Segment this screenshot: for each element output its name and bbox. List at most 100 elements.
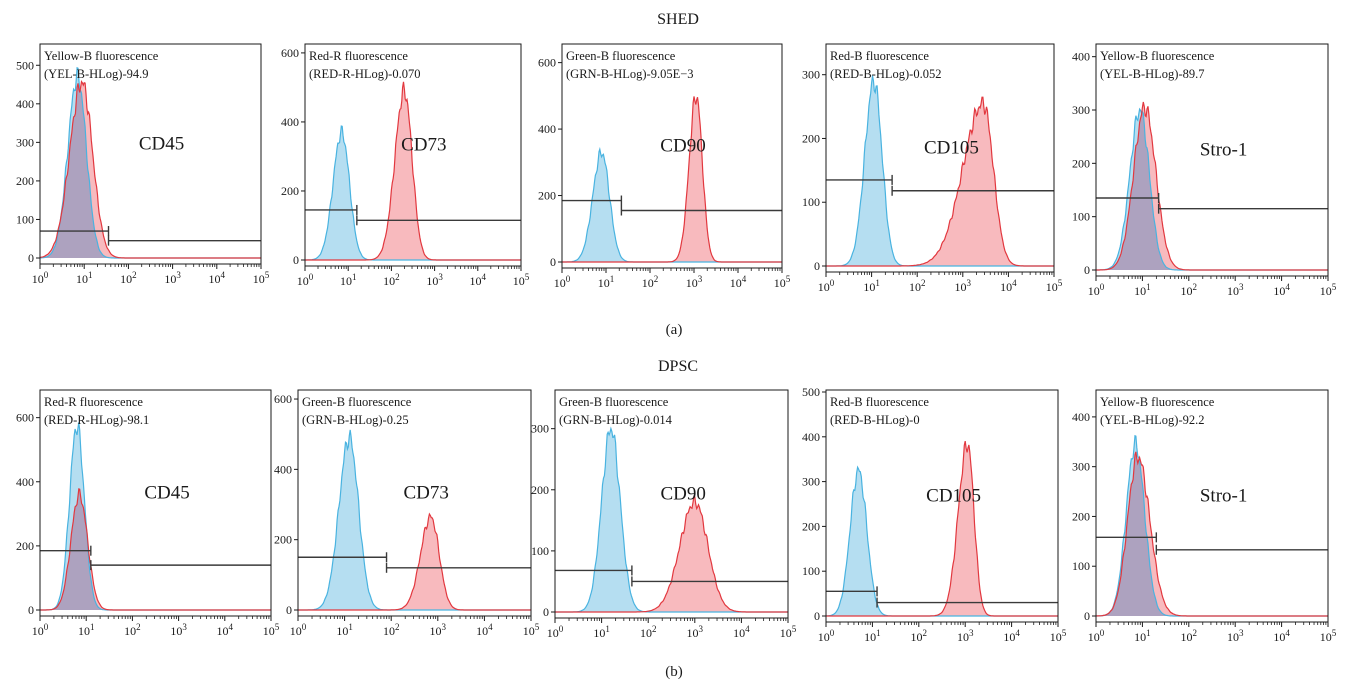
plot-frame [1095,43,1329,277]
channel-value: (RED-B-HLog)-0 [830,413,920,427]
marker-label: Stro-1 [1200,485,1248,506]
y-tick-label: 0 [814,259,820,273]
y-tick-label: 400 [281,115,299,129]
x-tick-label: 103 [686,274,703,290]
y-tick-label: 400 [16,475,34,489]
y-tick-label: 0 [543,605,549,619]
y-tick-label: 600 [538,56,556,70]
plot-frame [554,389,789,619]
plot-frame [304,43,522,267]
x-tick-label: 104 [476,622,493,638]
marker-stained-curve [305,81,521,261]
marker-label: CD45 [144,482,189,503]
marker-stained-curve [40,80,261,259]
channel-value: (YEL-B-HLog)-92.2 [1100,413,1205,427]
channel-label: Red-B fluorescence [830,395,929,409]
y-tick-label: 100 [802,195,820,209]
y-tick-label: 0 [286,603,292,617]
histogram-panel-dpsc-stro-1: 0 100 200 300 400 100 101 102 103 104 105 Yellow-B … [1072,389,1337,644]
x-tick-label: 104 [1000,278,1017,294]
x-tick-label: 104 [733,624,750,640]
x-tick-label: 100 [547,624,564,640]
x-tick-label: 104 [470,272,487,288]
channel-label: Green-B fluorescence [302,395,412,409]
marker-label: CD45 [139,134,184,155]
channel-value: (YEL-B-HLog)-94.9 [44,67,149,81]
marker-stained-curve [1096,101,1328,271]
marker-label: CD73 [401,135,446,156]
marker-label: CD90 [660,483,705,504]
x-tick-label: 105 [1050,628,1067,644]
y-tick-label: 600 [16,411,34,425]
x-tick-label: 102 [383,272,400,288]
x-tick-label: 105 [513,272,530,288]
x-tick-label: 101 [598,274,615,290]
plot-area [298,429,531,611]
y-tick-label: 200 [531,483,549,497]
x-tick-label: 103 [1227,282,1244,298]
marker-label: CD105 [924,137,979,158]
overlap-fill [1096,451,1328,616]
y-tick-label: 400 [16,97,34,111]
y-tick-label: 0 [28,603,34,617]
x-tick-label: 102 [640,624,657,640]
x-tick-label: 102 [642,274,659,290]
channel-label: Green-B fluorescence [566,49,676,63]
x-tick-label: 100 [1088,282,1105,298]
x-tick-label: 100 [818,278,835,294]
overlap-fill [40,488,271,610]
channel-value: (GRN-B-HLog)-0.25 [302,413,409,427]
plot-area [555,426,788,613]
x-tick-label: 104 [209,270,226,286]
plot-area [40,66,261,259]
y-tick-label: 400 [274,462,292,476]
unstained-control-fill [555,428,788,612]
y-tick-label: 0 [550,255,556,269]
plot-frame [1095,389,1329,623]
x-tick-label: 104 [730,274,747,290]
y-tick-label: 0 [1084,263,1090,277]
x-tick-label: 101 [1134,282,1151,298]
y-tick-label: 300 [531,422,549,436]
channel-value: (RED-R-HLog)-98.1 [44,413,149,427]
x-tick-label: 100 [32,622,49,638]
channel-value: (GRN-B-HLog)-9.05E−3 [566,67,694,81]
plot-area [826,75,1054,267]
unstained-control-fill [826,75,1054,266]
x-tick-label: 100 [290,622,307,638]
row-caption-b: (b) [665,664,683,680]
plot-area [305,81,521,261]
y-tick-label: 200 [538,189,556,203]
y-tick-label: 100 [802,564,820,578]
x-tick-label: 101 [1134,628,1151,644]
channel-label: Red-B fluorescence [830,49,929,63]
x-tick-label: 102 [1181,628,1198,644]
unstained-control-fill [562,149,782,262]
marker-stained-curve [826,440,1058,617]
histogram-panel-dpsc-cd105: 0 100 200 300 400 500 100 101 102 103 104 105 Red-B … [802,385,1067,644]
y-tick-label: 400 [1072,410,1090,424]
y-tick-label: 200 [16,539,34,553]
row-caption-a: (a) [666,322,683,338]
unstained-control-fill [305,126,521,260]
y-tick-label: 200 [16,174,34,188]
channel-value: (RED-R-HLog)-0.070 [309,67,420,81]
y-tick-label: 100 [16,212,34,226]
y-tick-label: 0 [1084,609,1090,623]
x-tick-label: 101 [864,628,881,644]
x-tick-label: 103 [955,278,972,294]
marker-stained-fill [826,97,1054,266]
plot-area [40,422,271,611]
histogram-panel-shed-cd90: 0 200 400 600 100 101 102 103 104 105 Green-B fluo… [538,43,791,290]
marker-stained-curve [826,96,1054,267]
x-tick-label: 101 [76,270,93,286]
channel-label: Yellow-B fluorescence [1100,395,1215,409]
channel-value: (GRN-B-HLog)-0.014 [559,413,673,427]
unstained-control-curve [826,75,1054,267]
x-tick-label: 102 [124,622,141,638]
y-tick-label: 600 [281,46,299,60]
x-tick-label: 104 [1003,628,1020,644]
marker-stained-curve [562,96,782,263]
marker-stained-curve [1096,451,1328,617]
